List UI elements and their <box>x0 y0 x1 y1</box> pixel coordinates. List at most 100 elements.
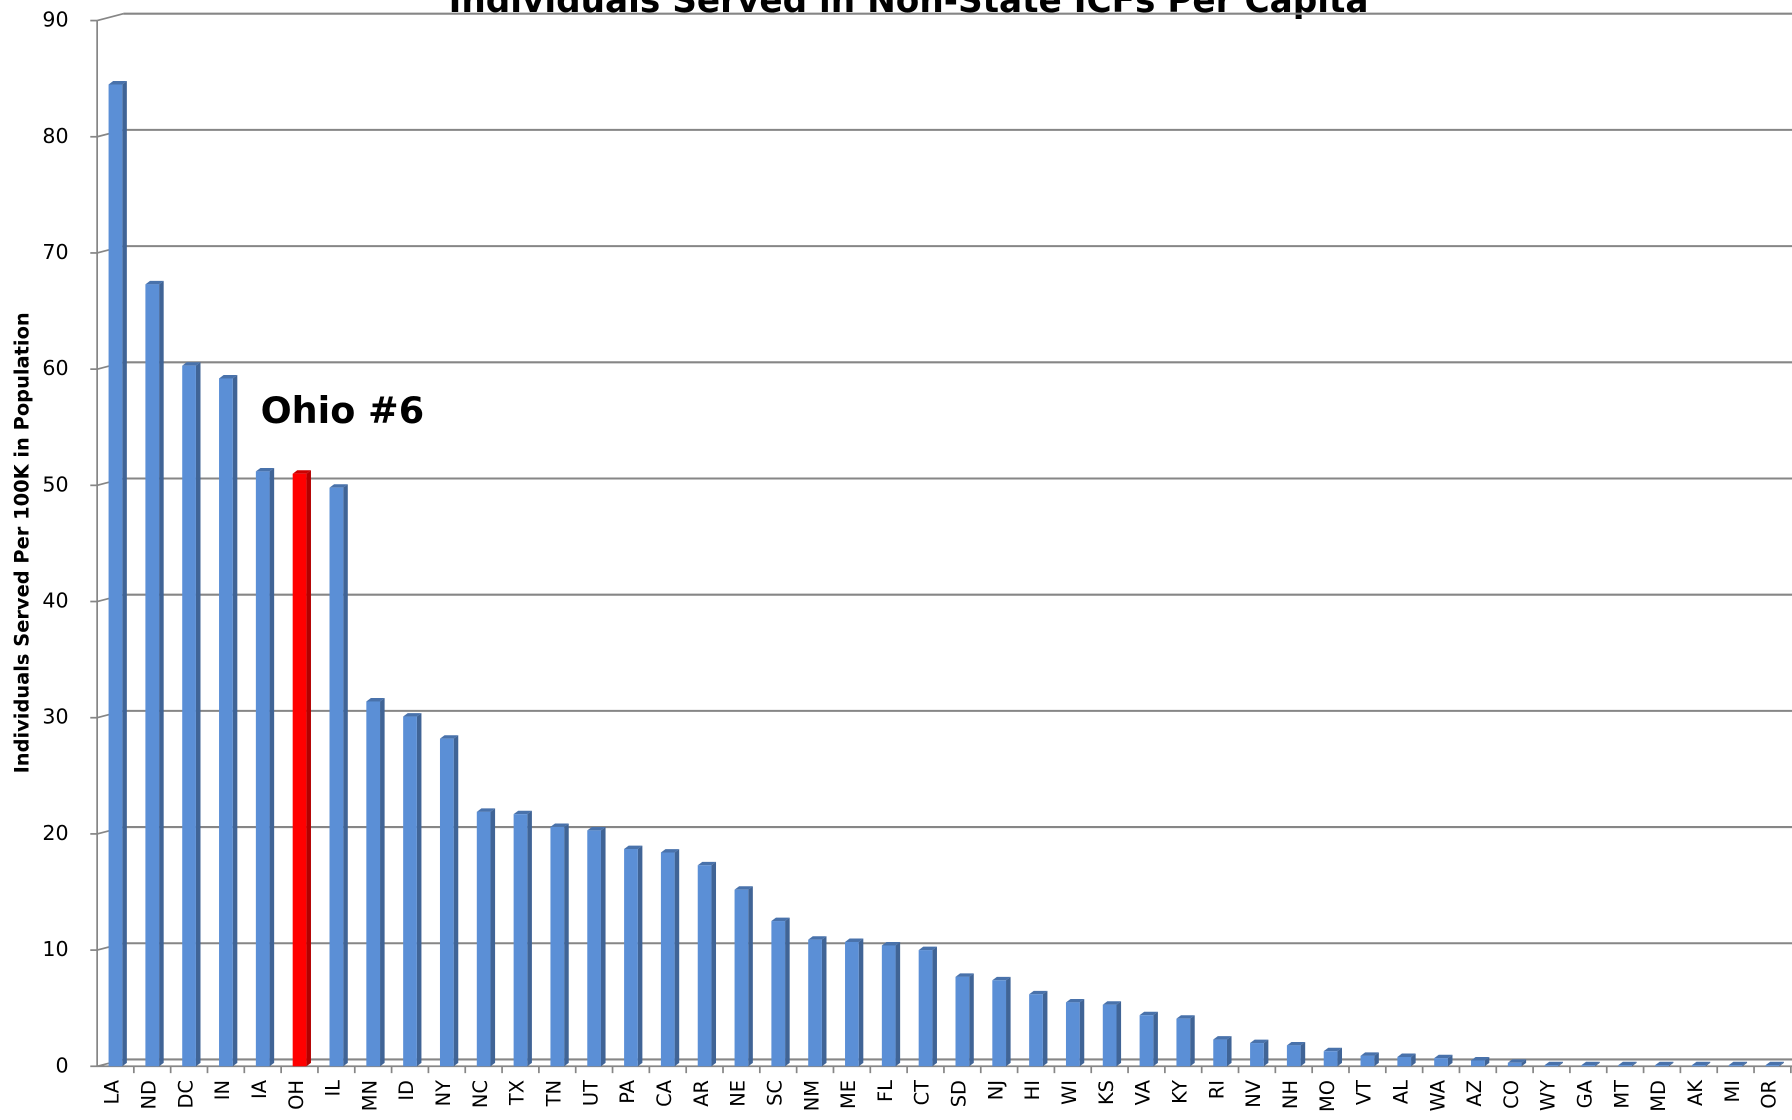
bar-side <box>269 467 275 1067</box>
x-tick-label: IL <box>322 1080 345 1097</box>
bar <box>1581 1065 1596 1067</box>
bar-side <box>785 917 790 1067</box>
bar <box>476 811 491 1067</box>
bar <box>108 84 123 1067</box>
bar-top <box>1728 1061 1748 1066</box>
x-tick-label: AK <box>1684 1079 1707 1106</box>
x-tick-label: OR <box>1758 1080 1781 1109</box>
bar <box>145 284 160 1067</box>
bar-top <box>329 484 348 488</box>
bar <box>1029 994 1043 1067</box>
bar-top <box>108 81 127 85</box>
bar-top <box>366 698 385 702</box>
bar-side <box>453 735 459 1067</box>
bar-side <box>1668 1061 1674 1067</box>
y-tick-label: 10 <box>42 937 68 961</box>
bar-top <box>403 713 422 717</box>
bar-side <box>1632 1061 1637 1067</box>
x-tick-label: NC <box>469 1080 492 1108</box>
x-tick-label: HI <box>1021 1080 1044 1100</box>
bar <box>808 939 822 1067</box>
x-tick-label: MT <box>1610 1080 1633 1109</box>
x-tick-label: VA <box>1132 1079 1155 1105</box>
bar <box>1250 1043 1264 1067</box>
bar-side <box>932 946 937 1067</box>
bar <box>845 941 859 1067</box>
bar-top <box>1765 1061 1784 1066</box>
bar <box>881 945 896 1067</box>
bar-top <box>1618 1061 1637 1066</box>
bar-top <box>881 942 901 946</box>
x-tick-label: NM <box>800 1080 823 1111</box>
x-tick-label: AL <box>1389 1080 1412 1104</box>
bar-side <box>159 280 164 1067</box>
bar <box>697 865 712 1067</box>
bar <box>292 473 307 1067</box>
bar-side <box>1006 976 1011 1067</box>
bar <box>918 950 933 1067</box>
x-tick-label: NJ <box>984 1080 1007 1100</box>
bar-top <box>1286 1041 1306 1046</box>
bar <box>624 849 638 1067</box>
bar-side <box>1374 1052 1379 1067</box>
x-tick-label: PA <box>616 1079 639 1103</box>
bar-top <box>624 845 643 850</box>
bar-side <box>564 823 569 1067</box>
bar <box>734 889 749 1067</box>
bar-side <box>343 484 348 1067</box>
bar <box>992 980 1007 1067</box>
bar-side <box>380 698 385 1067</box>
bar-top <box>660 849 680 853</box>
bar-top <box>587 826 606 831</box>
bar-top <box>1360 1052 1379 1056</box>
bar <box>439 738 454 1067</box>
x-tick-label: ID <box>395 1080 418 1101</box>
bar <box>255 471 270 1067</box>
bar-top <box>1655 1061 1674 1066</box>
y-tick-label: 20 <box>42 821 68 845</box>
bar-top <box>476 808 496 812</box>
bar-side <box>1263 1039 1269 1067</box>
x-tick-label: SC <box>763 1080 786 1106</box>
bar <box>1434 1058 1448 1067</box>
x-tick-label: CO <box>1500 1080 1523 1109</box>
bar-side <box>821 936 827 1067</box>
bar <box>1360 1055 1375 1067</box>
bar <box>1286 1045 1301 1067</box>
bar-side <box>1300 1041 1306 1067</box>
bar-side <box>600 826 606 1067</box>
x-tick-label: MO <box>1316 1080 1339 1112</box>
bar-top <box>955 973 974 977</box>
bar-side <box>1484 1057 1490 1067</box>
bar-top <box>219 375 238 379</box>
bar-top <box>550 823 569 827</box>
bar-side <box>490 808 496 1067</box>
x-tick-label: CA <box>653 1079 676 1107</box>
x-tick-label: NY <box>432 1080 455 1107</box>
bar-side <box>1337 1047 1343 1067</box>
x-tick-label: IA <box>248 1079 271 1099</box>
bar-top <box>1323 1047 1343 1052</box>
bar-top <box>1250 1039 1269 1044</box>
grid-line <box>96 12 124 22</box>
bar-side <box>1558 1061 1563 1067</box>
bar-top <box>1029 990 1048 995</box>
bar-side <box>1447 1054 1453 1067</box>
bar-side <box>306 470 311 1067</box>
bar <box>550 826 565 1067</box>
bar-top <box>845 938 864 942</box>
bar <box>1176 1018 1191 1067</box>
bar <box>1323 1051 1338 1067</box>
y-tick-label: 70 <box>42 240 68 264</box>
bar <box>219 378 233 1067</box>
x-tick-label: WY <box>1537 1080 1560 1111</box>
bar <box>587 830 601 1067</box>
bar-top <box>808 936 827 940</box>
bar-top <box>1102 1001 1122 1005</box>
bar <box>403 716 417 1067</box>
x-tick-label: LA <box>101 1079 124 1104</box>
bar-side <box>1079 998 1085 1067</box>
x-tick-label: KS <box>1095 1080 1118 1105</box>
bar <box>1507 1062 1522 1067</box>
bar-top <box>1397 1053 1416 1057</box>
